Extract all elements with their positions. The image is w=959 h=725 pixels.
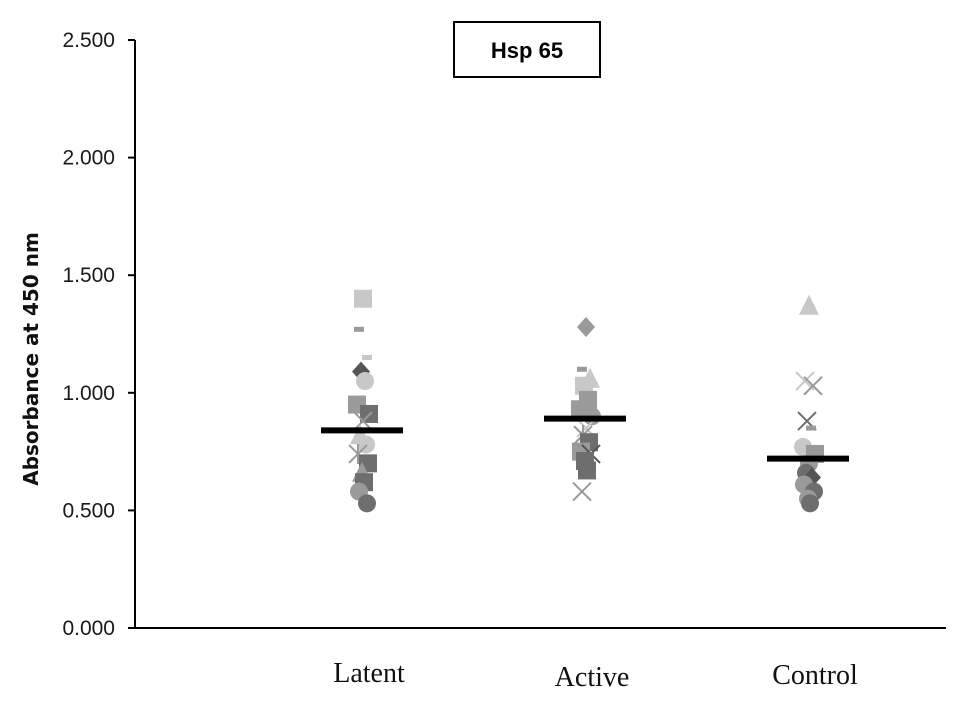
y-axis-label: Absorbance at 450 nm [19,232,43,486]
x-tick-label: Control [772,660,858,691]
chart-title-box [453,21,601,78]
y-tick-label: 1.000 [62,382,115,405]
data-point-control [799,294,819,315]
data-point-active [577,316,595,337]
x-ticks: Latent Active Control [333,658,858,693]
data-point-latent [354,289,372,308]
y-tick-label: 2.500 [62,29,115,52]
data-point-latent [353,411,373,431]
data-point-latent [358,494,376,513]
data-points [348,289,824,513]
data-point-control [806,425,816,431]
data-point-active [577,366,587,372]
y-tick-label: 1.500 [62,264,115,287]
mean-lines [321,415,849,462]
y-tick-label: 2.000 [62,147,115,170]
data-point-control [803,376,823,396]
data-point-active [575,376,593,395]
chart-title: Hsp 65 [491,38,563,63]
y-tick-label: 0.000 [62,617,115,640]
data-point-active [572,481,592,502]
data-point-latent [356,372,374,391]
data-point-latent [362,355,372,361]
x-tick-label: Active [555,662,630,693]
x-tick-label: Latent [333,658,405,689]
data-point-active [578,461,596,480]
y-tick-label: 0.500 [62,499,115,522]
y-ticks: 0.000 0.500 1.000 1.500 2.000 2.500 [62,29,135,640]
data-point-control [801,494,819,513]
data-point-latent [354,326,364,332]
